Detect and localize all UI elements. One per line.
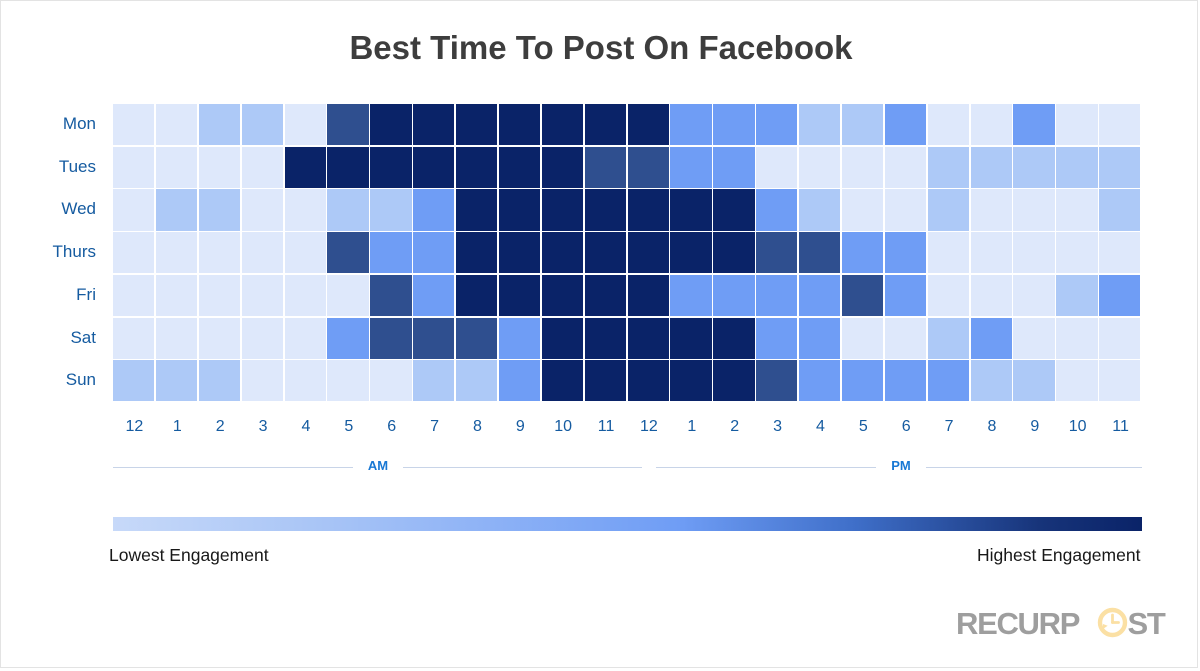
svg-text:ST: ST <box>1128 606 1166 641</box>
svg-text:RECURP: RECURP <box>956 606 1080 641</box>
